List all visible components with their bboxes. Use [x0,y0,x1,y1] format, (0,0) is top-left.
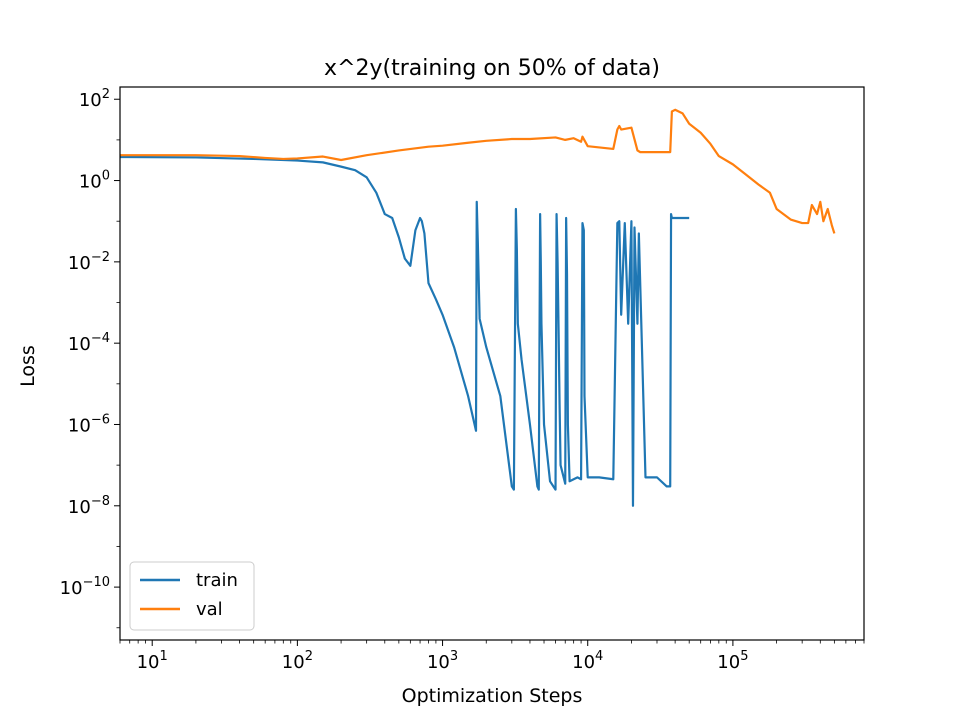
chart-title: x^2y(training on 50% of data) [324,56,660,81]
x-tick-label: 105 [717,649,748,673]
y-tick-label: 100 [79,169,110,193]
x-tick-label: 102 [282,649,313,673]
y-tick-label: 10−8 [68,494,110,518]
y-tick-label: 10−6 [68,412,110,436]
plot-area [120,108,836,507]
y-axis-title: Loss [17,345,39,387]
x-tick-label: 103 [427,649,458,673]
axes-frame [119,86,865,641]
y-tick-label: 102 [79,87,110,111]
x-axis: 101 102 103 104 105 [119,640,865,673]
x-tick-label: 101 [137,649,168,673]
y-tick-label: 10−10 [60,575,110,599]
legend-label-train: train [196,570,238,591]
x-axis-title: Optimization Steps [402,685,583,707]
x-tick-label: 104 [572,649,603,673]
legend: train val [129,561,255,631]
y-axis: 102 100 10−2 10−4 10−6 10−8 10−10 [60,87,120,629]
y-tick-label: 10−2 [68,250,110,274]
y-tick-label: 10−4 [68,331,110,355]
series-train-line [120,155,690,507]
legend-label-val: val [196,599,223,620]
series-val-line [120,108,836,234]
